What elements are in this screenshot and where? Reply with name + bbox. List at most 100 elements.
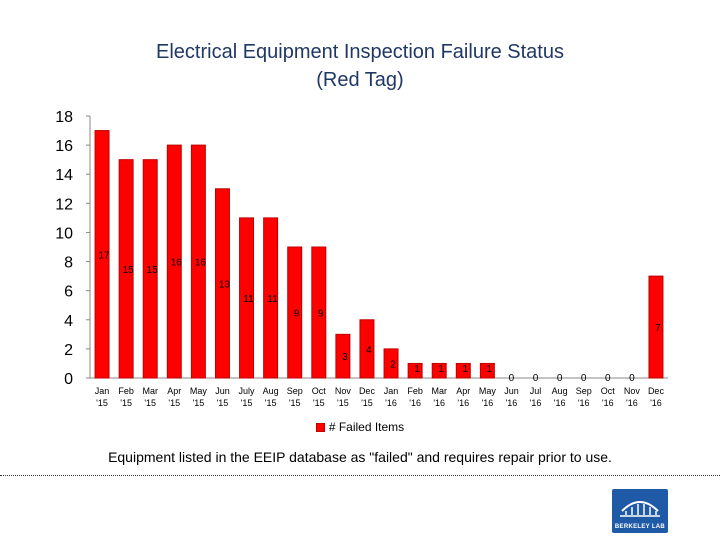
data-label: 15: [123, 265, 135, 276]
bar: [263, 217, 279, 379]
bar: [214, 188, 230, 379]
bar: [383, 348, 399, 379]
data-label: 1: [487, 364, 493, 375]
x-tick-label-year: '16: [650, 398, 662, 408]
divider: [0, 475, 720, 476]
bar: [166, 144, 182, 379]
x-tick-label-month: Nov: [335, 386, 352, 396]
y-tick-label: 2: [64, 342, 73, 359]
x-tick-label-month: Jul: [530, 386, 542, 396]
x-tick-label-month: Jan: [384, 386, 399, 396]
chart-title: Electrical Equipment Inspection Failure …: [0, 38, 720, 94]
x-tick-label-year: '16: [457, 398, 469, 408]
x-tick-label-year: '16: [506, 398, 518, 408]
bar-chart: 02468101214161817Jan'1515Feb'1515Mar'151…: [55, 109, 668, 408]
data-label: 7: [655, 323, 661, 334]
data-label: 9: [294, 309, 300, 320]
x-tick-label-month: Dec: [359, 386, 376, 396]
data-label: 16: [195, 258, 207, 269]
x-tick-label-year: '15: [313, 398, 325, 408]
x-tick-label-month: Nov: [624, 386, 641, 396]
x-tick-label-month: Apr: [167, 386, 181, 396]
bar: [239, 217, 255, 379]
data-label: 0: [581, 373, 587, 384]
x-tick-label-year: '15: [265, 398, 277, 408]
bar: [311, 246, 327, 379]
bar: [287, 246, 303, 379]
y-tick-label: 14: [55, 167, 73, 184]
bar: [407, 362, 423, 379]
data-label: 2: [390, 359, 396, 370]
x-tick-label-year: '15: [241, 398, 253, 408]
x-tick-label-month: Jun: [215, 386, 230, 396]
chart-title-line2: (Red Tag): [316, 69, 404, 91]
x-tick-label-month: Feb: [407, 386, 423, 396]
chart-title-line1: Electrical Equipment Inspection Failure …: [156, 41, 564, 63]
data-label: 0: [605, 373, 611, 384]
legend-swatch: [315, 423, 325, 433]
chart-legend: # Failed Items: [0, 420, 720, 434]
data-label: 4: [366, 345, 372, 356]
data-label: 1: [414, 364, 420, 375]
bar: [455, 362, 471, 379]
data-label: 1: [463, 364, 469, 375]
data-label: 0: [533, 373, 539, 384]
bar: [118, 159, 134, 379]
x-tick-label-year: '16: [385, 398, 397, 408]
x-tick-label-month: Apr: [456, 386, 470, 396]
x-tick-label-year: '15: [193, 398, 205, 408]
x-tick-label-year: '16: [626, 398, 638, 408]
x-tick-label-month: Oct: [312, 386, 327, 396]
x-tick-label-year: '16: [554, 398, 566, 408]
data-label: 0: [509, 373, 515, 384]
x-tick-label-month: Jun: [504, 386, 519, 396]
x-tick-label-month: Jan: [95, 386, 110, 396]
data-label: 11: [243, 294, 254, 305]
logo-text: BERKELEY LAB: [614, 524, 666, 530]
x-tick-label-month: Aug: [263, 386, 279, 396]
y-tick-label: 6: [64, 284, 73, 301]
bar: [142, 159, 158, 379]
x-tick-label-year: '15: [337, 398, 349, 408]
footnote: Equipment listed in the EEIP database as…: [108, 449, 612, 465]
y-tick-label: 10: [55, 225, 73, 242]
y-tick-label: 16: [55, 138, 73, 155]
bar: [190, 144, 206, 379]
x-tick-label-month: July: [239, 386, 256, 396]
x-tick-label-year: '15: [217, 398, 229, 408]
berkeley-lab-logo: BERKELEY LAB: [612, 489, 668, 533]
bar: [335, 333, 351, 379]
x-tick-label-year: '15: [168, 398, 180, 408]
data-label: 13: [219, 279, 231, 290]
x-tick-label-year: '16: [530, 398, 542, 408]
x-tick-label-month: Aug: [552, 386, 568, 396]
x-tick-label-month: Dec: [648, 386, 665, 396]
x-tick-label-year: '16: [409, 398, 421, 408]
y-tick-label: 12: [55, 196, 73, 213]
bar: [359, 319, 375, 379]
data-label: 3: [342, 352, 348, 363]
x-tick-label-month: Sep: [287, 386, 303, 396]
x-tick-label-year: '15: [144, 398, 156, 408]
x-tick-label-month: Sep: [576, 386, 592, 396]
x-tick-label-month: May: [479, 386, 497, 396]
data-label: 11: [267, 294, 278, 305]
data-label: 17: [98, 250, 110, 261]
legend-label: # Failed Items: [328, 420, 405, 434]
data-label: 0: [629, 373, 635, 384]
x-tick-label-year: '15: [96, 398, 108, 408]
lab-building-icon: [620, 501, 660, 517]
bar: [648, 275, 664, 379]
bar: [431, 362, 447, 379]
x-tick-label-year: '16: [433, 398, 445, 408]
y-tick-label: 4: [64, 313, 73, 330]
y-tick-label: 8: [64, 255, 73, 272]
bar: [94, 130, 110, 379]
y-tick-label: 18: [55, 109, 73, 126]
data-label: 15: [147, 265, 159, 276]
data-label: 1: [438, 364, 444, 375]
bar: [479, 362, 495, 379]
x-tick-label-year: '15: [289, 398, 301, 408]
x-tick-label-year: '15: [361, 398, 373, 408]
x-tick-label-year: '15: [120, 398, 132, 408]
